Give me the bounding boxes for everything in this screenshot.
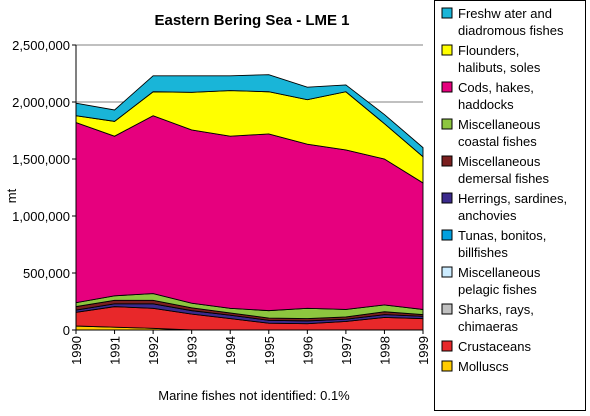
x-tick-label-2: 1992	[146, 336, 161, 365]
legend-label-10-0: Molluscs	[458, 359, 509, 374]
footnote: Marine fishes not identified: 0.1%	[158, 388, 350, 403]
legend: Freshw ater and diadromous fishes Flounder…	[434, 0, 586, 411]
legend-label-9-0: Crustaceans	[458, 339, 531, 354]
area-series-10	[75, 74, 424, 158]
legend-swatch-8	[441, 303, 453, 315]
legend-label-2-0: Cods, hakes,	[458, 80, 534, 95]
legend-swatch-7	[441, 266, 453, 278]
x-tick-label-1: 1991	[108, 336, 123, 365]
axis-layer: 0 500,000 1,000,000 1,500,000 2,000,000 2,500…	[12, 38, 431, 365]
x-tick-label-8: 1998	[377, 336, 392, 365]
legend-label-2-1: haddocks	[458, 97, 514, 112]
legend-label-1-1: halibuts, soles	[458, 60, 541, 75]
area-layer	[75, 74, 424, 331]
legend-label-6-1: billfishes	[458, 245, 508, 260]
y-tick-label-4: 2,000,000	[12, 95, 70, 110]
x-tick-label-7: 1997	[339, 336, 354, 365]
legend-swatch-5	[441, 192, 453, 204]
legend-label-4-1: demersal fishes	[458, 171, 550, 186]
legend-swatch-10	[441, 360, 453, 372]
legend-label-4-0: Miscellaneous	[458, 154, 541, 169]
y-axis-label: mt	[4, 188, 19, 203]
y-tick-label-5: 2,500,000	[12, 38, 70, 53]
legend-label-1-0: Flounders,	[458, 43, 519, 58]
legend-label-5-1: anchovies	[458, 208, 517, 223]
x-tick-label-9: 1999	[416, 336, 431, 365]
x-tick-label-3: 1993	[185, 336, 200, 365]
y-tick-label-3: 1,500,000	[12, 152, 70, 167]
legend-swatch-3	[441, 118, 453, 130]
legend-label-3-1: coastal fishes	[458, 134, 537, 149]
legend-swatch-6	[441, 229, 453, 241]
x-tick-label-6: 1996	[300, 336, 315, 365]
y-tick-label-2: 1,000,000	[12, 209, 70, 224]
legend-swatch-0	[441, 7, 453, 19]
x-tick-label-5: 1995	[262, 336, 277, 365]
legend-swatch-4	[441, 155, 453, 167]
legend-label-5-0: Herrings, sardines,	[458, 191, 567, 206]
legend-label-7-1: pelagic fishes	[458, 282, 537, 297]
x-tick-label-4: 1994	[223, 336, 238, 365]
legend-swatch-2	[441, 81, 453, 93]
x-tick-label-0: 1990	[69, 336, 84, 365]
legend-label-0-0: Freshw ater and	[458, 6, 552, 21]
legend-label-3-0: Miscellaneous	[458, 117, 541, 132]
y-tick-label-1: 500,000	[23, 266, 70, 281]
legend-label-7-0: Miscellaneous	[458, 265, 541, 280]
legend-swatch-1	[441, 44, 453, 56]
legend-swatch-9	[441, 340, 453, 352]
legend-label-8-0: Sharks, rays,	[458, 302, 534, 317]
chart-title: Eastern Bering Sea - LME 1	[154, 12, 349, 29]
legend-label-6-0: Tunas, bonitos,	[458, 228, 546, 243]
y-tick-label-0: 0	[63, 323, 70, 338]
legend-label-8-1: chimaeras	[458, 319, 518, 334]
legend-box	[434, 0, 586, 411]
legend-label-0-1: diadromous fishes	[458, 23, 564, 38]
